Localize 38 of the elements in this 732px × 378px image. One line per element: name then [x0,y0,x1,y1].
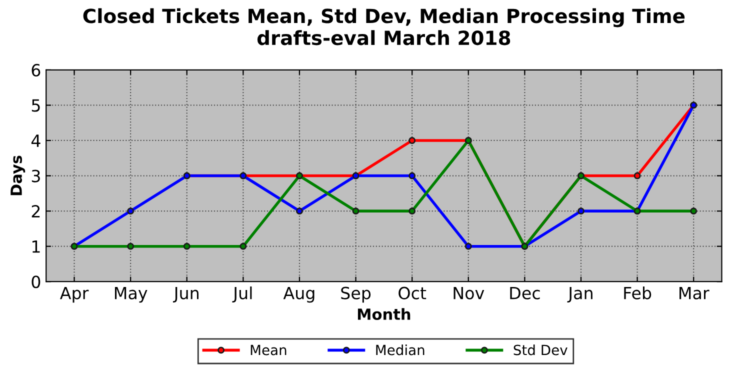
legend-label: Median [376,344,424,356]
x-tick-label: Sep [341,286,371,303]
y-tick-label: 0 [32,276,40,288]
point [127,242,134,250]
point [352,208,360,215]
y-tick-label: 6 [32,64,40,76]
x-tick-label: Aug [283,286,314,303]
point [296,208,303,215]
point [578,208,584,215]
y-tick-label: 1 [32,240,40,253]
point [183,242,190,250]
x-tick-label: Jul [232,286,252,302]
x-tick-label: May [114,286,148,303]
x-tick-label: Nov [454,286,484,300]
point [464,242,472,250]
point [408,208,416,215]
point [240,242,247,250]
y-axis-title: Days [10,156,26,196]
x-tick-label: Feb [624,286,652,300]
point [408,172,416,180]
y-tick-label: 3 [32,170,40,182]
x-axis-title: Month [358,308,410,320]
y-tick-label: 2 [32,205,40,218]
point [690,208,698,215]
legend-label: Std Dev [514,344,568,356]
x-tick-label: Dec [510,286,540,300]
chart-title: Closed Tickets Mean, Std Dev, Median Processing Time drafts-eval March 2018 [83,8,685,46]
x-tick-label: Jan [567,286,592,302]
y-tick-label: 4 [31,134,40,147]
point [408,137,416,144]
y-tick-label: 5 [32,99,40,112]
x-tick-label: Apr [60,286,89,303]
point [127,208,134,215]
x-tick-label: Jun [172,286,198,302]
x-tick-label: Mar [680,286,710,300]
x-tick-label: Oct [398,286,426,300]
legend-label: Mean [250,344,286,356]
point [634,172,641,180]
